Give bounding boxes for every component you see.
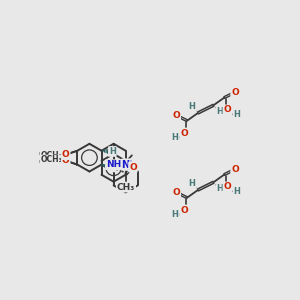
Text: H: H (188, 179, 195, 188)
Text: H: H (216, 107, 223, 116)
Text: methoxy: methoxy (38, 159, 62, 164)
Text: O: O (180, 206, 188, 214)
Text: H: H (109, 162, 116, 171)
Text: O: O (231, 165, 239, 174)
Text: N: N (122, 160, 130, 170)
Text: H: H (171, 210, 178, 219)
Text: N: N (123, 160, 131, 170)
Text: O: O (59, 150, 67, 159)
Text: H: H (233, 110, 240, 119)
Text: OCH₃: OCH₃ (41, 155, 63, 164)
Text: methoxy: methoxy (38, 151, 62, 156)
Text: O: O (224, 182, 231, 191)
Text: O: O (62, 150, 70, 159)
Text: H: H (233, 187, 240, 196)
Polygon shape (101, 165, 110, 168)
Text: H: H (109, 147, 116, 156)
Text: CH₃: CH₃ (117, 183, 135, 192)
Text: O: O (59, 156, 67, 165)
Text: OCH₃: OCH₃ (41, 151, 63, 160)
Text: methoxy: methoxy (40, 152, 60, 156)
Text: O: O (62, 156, 70, 165)
Text: methoxy: methoxy (40, 160, 60, 164)
Text: O: O (231, 88, 239, 97)
Text: H: H (171, 133, 178, 142)
Text: O: O (224, 105, 231, 114)
Text: NH: NH (106, 160, 121, 169)
Text: H: H (188, 102, 195, 111)
Text: H: H (216, 184, 223, 193)
Text: O: O (172, 111, 180, 120)
Text: O: O (180, 128, 188, 137)
Text: O: O (172, 188, 180, 197)
Text: O: O (129, 163, 137, 172)
